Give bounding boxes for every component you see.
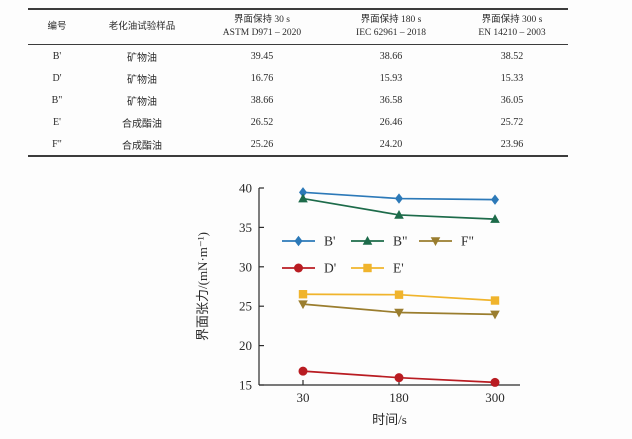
diamond-marker xyxy=(491,194,499,205)
y-tick-label: 40 xyxy=(239,181,252,196)
square-marker xyxy=(363,263,372,273)
circle-marker xyxy=(298,366,308,376)
cell-sample: 矿物油 xyxy=(127,96,157,108)
triangle-down-marker xyxy=(298,300,308,310)
legend-item: B" xyxy=(351,234,408,249)
legend-item: B' xyxy=(282,234,335,249)
legend-item: F" xyxy=(419,234,474,249)
triangle-up-marker xyxy=(394,209,404,219)
cell-v300: 25.72 xyxy=(500,116,524,128)
table-row: D' 矿物油 16.76 15.93 15.33 xyxy=(28,67,568,89)
table-row: E' 合成酯油 26.52 26.46 25.72 xyxy=(28,111,568,133)
circle-marker xyxy=(294,263,303,273)
cell-v30: 26.52 xyxy=(250,116,274,128)
cell-id: D' xyxy=(52,72,62,84)
diamond-marker xyxy=(294,235,303,247)
diamond-marker xyxy=(299,187,307,198)
header-180s: 界面保持 180 s IEC 62961 – 2018 xyxy=(326,10,456,45)
legend-item: D' xyxy=(282,261,336,276)
square-marker xyxy=(298,290,308,299)
cell-v300: 36.05 xyxy=(500,94,524,106)
cell-id: B' xyxy=(52,50,62,62)
header-sample: 老化油试验样品 xyxy=(86,10,198,45)
header-id: 编号 xyxy=(28,10,86,45)
triangle-down-marker xyxy=(490,310,500,320)
x-tick-label: 300 xyxy=(485,390,505,405)
y-axis-title: 界面张力/(mN·m⁻¹) xyxy=(195,232,210,341)
series-triangle-up xyxy=(298,193,500,223)
header-300s: 界面保持 300 s EN 14210 – 2003 xyxy=(456,10,568,45)
cell-v30: 38.66 xyxy=(250,94,274,106)
legend-item: E' xyxy=(351,261,404,276)
cell-sample: 合成酯油 xyxy=(122,118,162,130)
x-tick-label: 30 xyxy=(297,390,310,405)
legend-label: F" xyxy=(461,234,474,249)
table-header-row: 编号 老化油试验样品 界面保持 30 s ASTM D971 – 2020 界面… xyxy=(28,10,568,45)
cell-sample: 矿物油 xyxy=(127,52,157,64)
results-table: 编号 老化油试验样品 界面保持 30 s ASTM D971 – 2020 界面… xyxy=(28,8,568,157)
table-row: F" 合成酯油 25.26 24.20 23.96 xyxy=(28,133,568,155)
cell-sample: 矿物油 xyxy=(127,74,157,86)
legend-label: B" xyxy=(393,234,408,249)
square-marker xyxy=(394,290,404,299)
table-row: B' 矿物油 39.45 38.66 38.52 xyxy=(28,45,568,68)
legend-label: D' xyxy=(324,261,336,276)
diamond-marker xyxy=(395,193,403,204)
cell-v30: 16.76 xyxy=(250,72,274,84)
cell-v300: 15.33 xyxy=(500,72,524,84)
series-diamond xyxy=(299,187,499,205)
cell-v30: 39.45 xyxy=(250,50,274,62)
series-square xyxy=(298,290,500,305)
y-tick-label: 30 xyxy=(239,259,252,274)
header-30s: 界面保持 30 s ASTM D971 – 2020 xyxy=(198,10,326,45)
series-triangle-down xyxy=(298,300,500,320)
triangle-up-marker xyxy=(298,193,308,203)
legend-label: E' xyxy=(393,261,404,276)
cell-v300: 23.96 xyxy=(500,138,524,150)
cell-id: B" xyxy=(51,94,63,106)
cell-v180: 24.20 xyxy=(379,138,403,150)
y-tick-label: 20 xyxy=(239,338,252,353)
legend-label: B' xyxy=(324,234,335,249)
cell-v30: 25.26 xyxy=(250,138,274,150)
cell-v180: 36.58 xyxy=(379,94,403,106)
triangle-up-marker xyxy=(490,214,500,223)
square-marker xyxy=(490,296,500,305)
circle-marker xyxy=(394,373,404,383)
cell-id: F" xyxy=(52,138,62,150)
triangle-up-marker xyxy=(362,236,373,245)
table-row: B" 矿物油 38.66 36.58 36.05 xyxy=(28,89,568,111)
cell-v180: 26.46 xyxy=(379,116,403,128)
y-tick-label: 15 xyxy=(239,378,252,393)
circle-marker xyxy=(490,377,500,387)
y-tick-label: 35 xyxy=(239,220,252,235)
x-tick-label: 180 xyxy=(389,390,409,405)
triangle-down-marker xyxy=(430,237,441,246)
series-circle xyxy=(298,366,500,387)
cell-sample: 合成酯油 xyxy=(122,140,162,152)
cell-v300: 38.52 xyxy=(500,50,524,62)
axes xyxy=(258,188,520,386)
cell-id: E' xyxy=(53,116,61,128)
cell-v180: 38.66 xyxy=(379,50,403,62)
x-axis-title: 时间/s xyxy=(372,412,407,427)
y-tick-label: 25 xyxy=(239,299,252,314)
triangle-down-marker xyxy=(394,308,404,318)
cell-v180: 15.93 xyxy=(379,72,403,84)
